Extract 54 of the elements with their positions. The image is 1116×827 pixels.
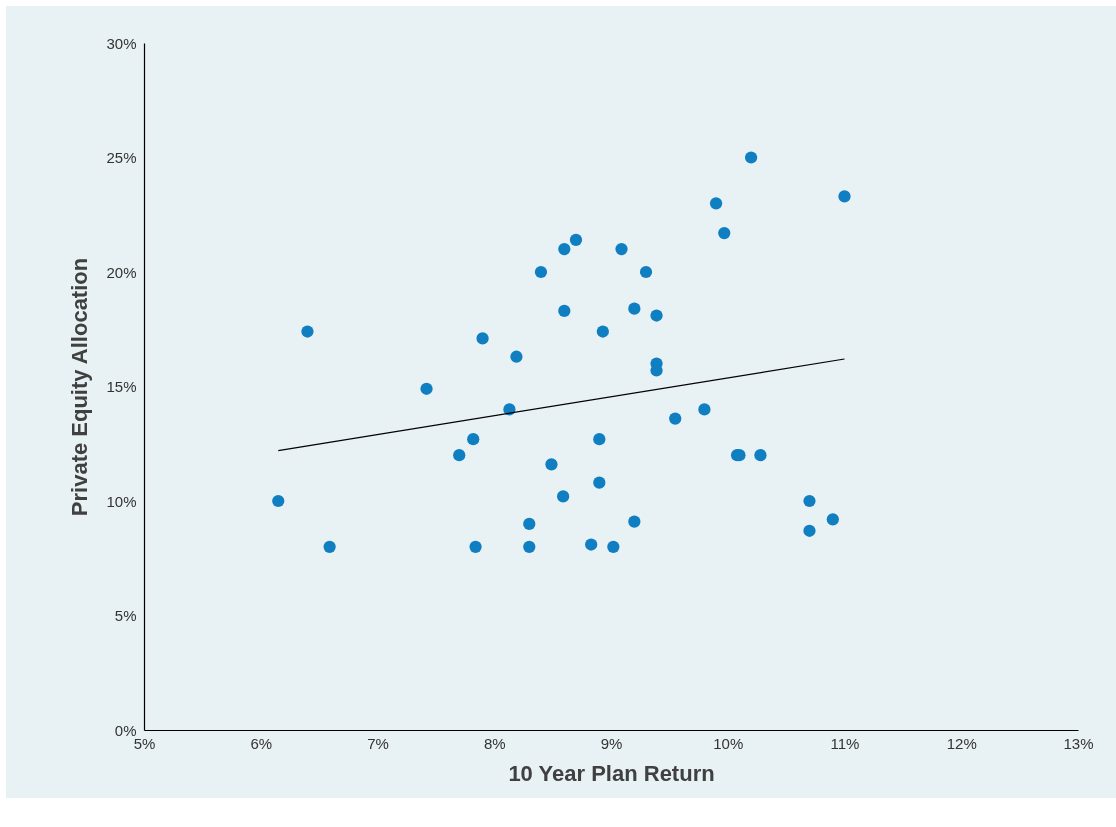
x-tick-label: 6% bbox=[250, 734, 273, 752]
x-tick-label: 12% bbox=[946, 734, 977, 752]
y-tick-label: 15% bbox=[106, 378, 137, 395]
point bbox=[639, 265, 653, 279]
point bbox=[628, 515, 641, 528]
x-tick-label: 8% bbox=[483, 734, 506, 752]
point bbox=[754, 449, 767, 462]
y-tick-label: 30% bbox=[106, 34, 137, 52]
y-axis-title: Private Equity Allocation bbox=[67, 257, 93, 517]
x-axis-title: 10 Year Plan Return bbox=[508, 760, 715, 786]
x-tick-label: 11% bbox=[830, 734, 860, 752]
point bbox=[838, 190, 851, 203]
point bbox=[593, 476, 606, 489]
point bbox=[510, 350, 523, 363]
point bbox=[744, 151, 758, 164]
point bbox=[469, 540, 482, 553]
point bbox=[803, 524, 816, 537]
point bbox=[628, 302, 641, 315]
point bbox=[301, 325, 314, 338]
y-tick-label: 5% bbox=[114, 607, 137, 624]
point bbox=[709, 197, 723, 210]
point bbox=[557, 490, 570, 503]
y-tick-label: 0% bbox=[114, 721, 137, 739]
x-tick-label: 13% bbox=[1063, 734, 1094, 752]
point bbox=[596, 325, 609, 338]
point bbox=[420, 382, 433, 395]
point bbox=[718, 226, 731, 240]
point bbox=[569, 233, 583, 247]
point bbox=[558, 242, 571, 256]
point bbox=[323, 540, 336, 553]
point bbox=[534, 265, 548, 279]
point bbox=[615, 242, 628, 256]
point bbox=[585, 538, 598, 551]
point bbox=[607, 540, 620, 553]
point bbox=[272, 494, 285, 508]
x-tick-label: 10% bbox=[713, 734, 744, 752]
point bbox=[669, 412, 682, 425]
point bbox=[826, 513, 839, 526]
point bbox=[593, 433, 606, 446]
y-tick-label: 10% bbox=[106, 492, 137, 510]
point bbox=[803, 494, 816, 508]
y-tick-label: 25% bbox=[106, 149, 137, 166]
point bbox=[558, 304, 571, 318]
point bbox=[523, 540, 536, 553]
x-tick-label: 9% bbox=[600, 734, 623, 752]
point bbox=[476, 332, 489, 345]
point bbox=[698, 403, 711, 416]
point bbox=[467, 433, 480, 446]
point bbox=[545, 458, 558, 471]
point bbox=[650, 309, 663, 322]
x-tick-label: 7% bbox=[367, 734, 389, 752]
y-tick-label: 20% bbox=[106, 263, 137, 281]
point bbox=[523, 517, 536, 531]
point bbox=[453, 449, 466, 462]
